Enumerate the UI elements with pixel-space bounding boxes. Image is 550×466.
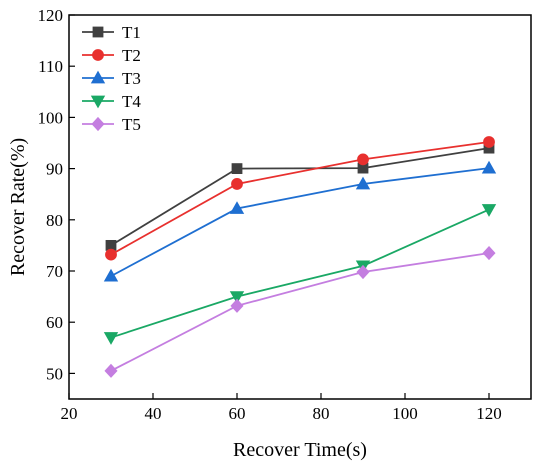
data-point [229, 201, 245, 214]
data-point [231, 163, 243, 175]
axis-ticks: 20 40 60 80 100 120 50 60 70 80 90 100 110 120 [38, 6, 502, 423]
data-point [104, 363, 118, 378]
series-layer [103, 136, 497, 378]
series-line [110, 141, 490, 256]
y-tick-label: 80 [46, 211, 63, 230]
legend-marker [90, 95, 106, 109]
y-tick-label: 60 [46, 313, 63, 332]
data-point [481, 160, 497, 174]
data-point [356, 264, 370, 280]
series-t3 [103, 160, 497, 282]
legend-label: T2 [122, 46, 141, 65]
series-t2 [105, 136, 495, 261]
legend-marker [90, 70, 106, 84]
data-point [481, 204, 497, 217]
y-tick-label: 90 [46, 160, 63, 179]
series-line [110, 208, 490, 339]
plot-frame [68, 14, 532, 400]
x-tick-label: 120 [476, 404, 502, 423]
y-tick-label: 100 [38, 108, 64, 127]
data-point [482, 245, 496, 261]
series-line [110, 147, 490, 247]
x-tick-label: 60 [229, 404, 246, 423]
data-point [103, 332, 119, 345]
data-point [229, 291, 245, 304]
legend-item-t1: T1 [82, 23, 141, 42]
data-point [231, 178, 243, 190]
x-tick-label: 40 [145, 404, 162, 423]
data-point [357, 153, 369, 166]
legend: T1 T2 T3 T4 T5 [82, 23, 141, 134]
data-point [230, 298, 244, 313]
y-tick-label: 50 [46, 364, 63, 383]
series-line [110, 167, 490, 277]
legend-marker [92, 49, 104, 61]
legend-item-t3: T3 [82, 69, 141, 88]
x-tick-label: 100 [392, 404, 418, 423]
legend-marker [92, 26, 104, 38]
legend-label: T3 [122, 69, 141, 88]
legend-label: T4 [122, 92, 141, 111]
data-point [355, 176, 371, 190]
series-t1 [105, 142, 495, 251]
legend-label: T5 [122, 115, 141, 134]
legend-marker [91, 116, 105, 132]
series-t5 [104, 245, 496, 378]
series-line [110, 252, 490, 372]
legend-item-t2: T2 [82, 46, 141, 65]
y-tick-label: 110 [38, 57, 63, 76]
y-tick-label: 70 [46, 262, 63, 281]
data-point [483, 136, 495, 148]
x-tick-label: 80 [313, 404, 330, 423]
legend-item-t4: T4 [82, 92, 141, 111]
legend-label: T1 [122, 23, 141, 42]
x-axis-title: Recover Time(s) [233, 439, 367, 461]
x-tick-label: 20 [61, 404, 78, 423]
y-tick-label: 120 [38, 6, 64, 25]
legend-item-t5: T5 [82, 115, 141, 134]
y-axis-title: Recover Rate(%) [7, 138, 29, 276]
data-point [105, 248, 117, 261]
data-point [103, 268, 119, 282]
